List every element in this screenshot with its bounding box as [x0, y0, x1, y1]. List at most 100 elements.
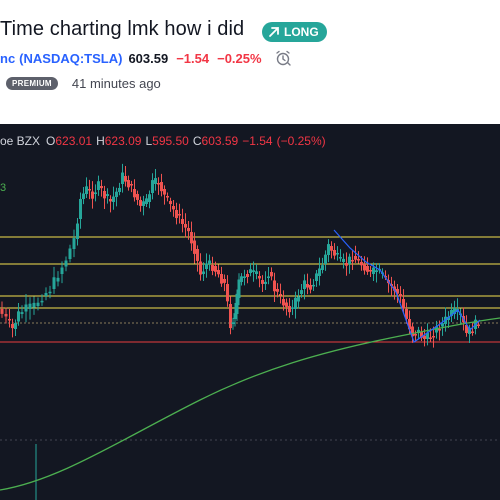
price-chart[interactable]: oe BZX O 623.01 H 623.09 L 595.50 C 603.… — [0, 124, 500, 500]
candle-body — [468, 327, 471, 334]
candle-body — [276, 289, 279, 292]
candle-body — [339, 257, 342, 259]
candle-body — [414, 334, 417, 336]
candle-body — [429, 337, 432, 339]
candle-body — [44, 292, 48, 296]
candle-body — [211, 265, 214, 271]
candle-body — [477, 324, 480, 326]
candle-body — [226, 284, 229, 302]
trend-line — [333, 229, 481, 343]
candle-body — [136, 194, 139, 200]
low-value: 595.50 — [152, 134, 189, 148]
ohlc-legend: oe BZX O 623.01 H 623.09 L 595.50 C 603.… — [0, 134, 330, 148]
candle-body — [205, 263, 208, 269]
candle-body — [233, 313, 237, 319]
open-value: 623.01 — [55, 134, 93, 148]
close-value: 603.59 — [201, 134, 239, 148]
candle-body — [405, 309, 408, 319]
candle-body — [8, 319, 11, 321]
low-label: L — [145, 134, 153, 148]
candle-body — [303, 280, 306, 289]
symbol-row: nc (NASDAQ:TSLA) 603.59 −1.54 −0.25% — [0, 49, 292, 67]
candle-body — [282, 299, 285, 306]
candle-body — [246, 274, 249, 278]
candle-body — [109, 199, 112, 202]
candle-body — [88, 189, 91, 191]
candle-body — [24, 304, 28, 312]
candle-body — [327, 244, 330, 255]
candle-body — [351, 260, 354, 262]
candle-body — [124, 176, 127, 182]
candle-body — [333, 250, 336, 256]
high-value: 623.09 — [104, 134, 142, 148]
symbol-change-percent: −0.25% — [217, 50, 262, 66]
candle-body — [426, 332, 429, 339]
candle-body — [64, 260, 68, 267]
symbol-name[interactable]: nc — [0, 50, 16, 66]
long-badge-label: LONG — [284, 25, 319, 39]
candle-body — [36, 302, 40, 306]
candle-body — [321, 265, 324, 270]
candle-body — [432, 336, 435, 338]
candle-body — [231, 322, 235, 324]
candle-body — [300, 290, 303, 294]
candle-body — [100, 186, 103, 189]
alarm-clock-icon[interactable] — [274, 49, 292, 67]
candle-body — [11, 324, 14, 329]
candle-body — [32, 302, 36, 308]
candle-body — [223, 279, 226, 283]
candle-body — [166, 196, 169, 198]
candle-body — [249, 269, 252, 273]
candle-body — [273, 280, 276, 292]
idea-header: Time charting lmk how i did LONG nc (NAS… — [0, 0, 500, 124]
candle-body — [106, 194, 109, 196]
chart-canvas[interactable] — [0, 124, 500, 500]
candle-body — [375, 270, 378, 272]
candle-body — [190, 232, 193, 244]
symbol-link[interactable]: (NASDAQ:TSLA) — [19, 50, 123, 66]
candle-body — [264, 281, 267, 284]
candle-body — [318, 268, 321, 276]
candle-body — [258, 276, 261, 279]
candle-body — [330, 246, 333, 251]
candle-body — [471, 331, 474, 333]
candle-body — [417, 329, 420, 333]
candle-body — [279, 294, 282, 296]
candle-body — [208, 260, 211, 264]
candle-body — [184, 224, 187, 228]
candle-body — [402, 299, 405, 309]
exchange-label: oe BZX — [0, 134, 41, 148]
close-label: C — [192, 134, 202, 148]
candle-body — [151, 180, 154, 193]
candle-body — [175, 210, 178, 219]
candle-body — [294, 297, 297, 309]
legend-change-percent: (−0.25%) — [276, 134, 326, 148]
candle-body — [288, 306, 291, 313]
candle-body — [196, 249, 199, 261]
candle-body — [199, 261, 202, 275]
candle-body — [181, 219, 184, 224]
candle-body — [240, 276, 243, 282]
candle-body — [345, 263, 348, 266]
candle-body — [40, 300, 44, 303]
candle-body — [187, 228, 190, 232]
candle-body — [261, 280, 264, 284]
candle-body — [48, 291, 52, 294]
candle-body — [217, 270, 220, 275]
candle-body — [372, 267, 375, 274]
candle-body — [4, 314, 8, 317]
candle-body — [220, 274, 223, 284]
candle-body — [291, 307, 294, 309]
candle-body — [423, 335, 426, 339]
candle-body — [157, 183, 160, 185]
arrow-up-right-icon — [269, 27, 279, 37]
candle-body — [315, 273, 318, 281]
candle-body — [214, 266, 217, 272]
candle-body — [169, 201, 172, 205]
moving-average-line — [0, 317, 500, 491]
candle-body — [438, 329, 441, 331]
candle-body — [267, 276, 270, 278]
candle-body — [145, 198, 148, 204]
candle-body — [91, 191, 94, 199]
candle-body — [112, 196, 115, 202]
